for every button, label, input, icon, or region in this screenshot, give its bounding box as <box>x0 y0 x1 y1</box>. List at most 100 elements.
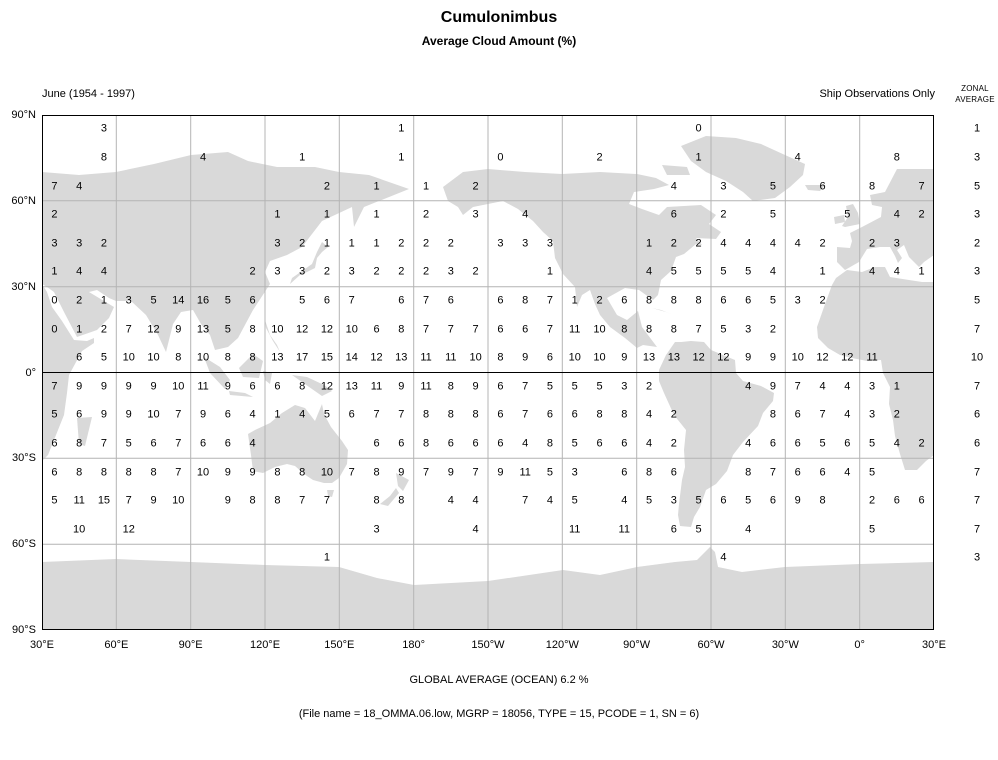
cloud-amount-value: 3 <box>76 237 83 250</box>
cloud-amount-value: 2 <box>918 208 925 221</box>
cloud-amount-value: 2 <box>868 494 876 507</box>
cloud-amount-value: 2 <box>249 265 256 278</box>
cloud-amount-value: 4 <box>794 237 801 250</box>
lon-axis-label: 180° <box>402 639 426 651</box>
lat-axis-label: 0° <box>25 366 36 379</box>
cloud-amount-value: 10 <box>147 351 160 364</box>
cloud-amount-value: 12 <box>296 323 309 336</box>
zonal-average-value: 7 <box>973 323 981 336</box>
cloud-amount-value: 9 <box>224 494 231 507</box>
cloud-amount-value: 8 <box>645 323 653 336</box>
cloud-amount-value: 10 <box>345 323 358 336</box>
cloud-amount-value: 5 <box>695 265 702 278</box>
cloud-amount-value: 6 <box>51 466 58 479</box>
period-label: June (1954 - 1997) <box>42 88 135 100</box>
cloud-amount-value: 6 <box>769 437 776 450</box>
cloud-amount-value: 7 <box>422 323 430 336</box>
cloud-amount-value: 15 <box>97 494 111 507</box>
cloud-amount-value: 8 <box>645 294 653 307</box>
cloud-amount-value: 2 <box>422 208 430 221</box>
source-note-label: Ship Observations Only <box>819 88 935 100</box>
zonal-average-value: 7 <box>973 494 981 507</box>
cloud-amount-value: 11 <box>73 494 85 507</box>
cloud-amount-value: 6 <box>522 323 529 336</box>
cloud-amount-value: 6 <box>670 523 677 536</box>
cloud-amount-value: 1 <box>398 122 405 135</box>
cloud-amount-value: 6 <box>323 294 330 307</box>
cloud-amount-value: 8 <box>76 466 83 479</box>
cloud-amount-value: 6 <box>497 408 504 421</box>
cloud-amount-value: 3 <box>546 237 553 250</box>
land-cuba <box>652 308 674 315</box>
cloud-amount-value: 14 <box>345 351 358 364</box>
cloud-amount-value: 8 <box>299 466 306 479</box>
cloud-amount-value: 7 <box>546 294 553 307</box>
zonal-average-value: 3 <box>973 151 981 164</box>
lat-axis-label: 90°N <box>11 109 36 121</box>
cloud-amount-value: 4 <box>745 380 752 393</box>
cloud-amount-value: 4 <box>546 494 553 507</box>
cloud-amount-value: 5 <box>695 494 702 507</box>
cloud-amount-value: 6 <box>249 294 256 307</box>
cloud-amount-value: 12 <box>320 380 334 393</box>
cloud-amount-value: 4 <box>720 237 727 250</box>
cloud-amount-value: 12 <box>147 323 160 336</box>
cloud-amount-value: 4 <box>76 180 83 193</box>
cloud-amount-value: 7 <box>175 437 182 450</box>
cloud-amount-value: 1 <box>398 151 405 164</box>
cloud-amount-value: 10 <box>147 408 160 421</box>
cloud-amount-value: 8 <box>621 408 628 421</box>
lon-axis-label: 150°W <box>471 639 505 651</box>
cloud-amount-value: 9 <box>125 408 132 421</box>
cloud-amount-value: 4 <box>720 551 727 564</box>
cloud-amount-value: 3 <box>274 265 281 278</box>
cloud-amount-value: 5 <box>769 294 776 307</box>
cloud-amount-value: 4 <box>249 437 256 450</box>
cloud-amount-value: 4 <box>76 265 83 278</box>
cloud-amount-value: 7 <box>299 494 306 507</box>
land-new-guinea <box>292 375 332 396</box>
cloud-amount-value: 9 <box>100 380 107 393</box>
cloud-amount-value: 8 <box>621 323 628 336</box>
land-ireland <box>834 215 845 224</box>
cloud-amount-value: 6 <box>398 294 405 307</box>
cloud-amount-value: 8 <box>398 323 405 336</box>
cloud-amount-value: 4 <box>868 265 876 278</box>
cloud-amount-value: 4 <box>844 466 851 479</box>
cloud-amount-value: 7 <box>422 466 430 479</box>
cloud-amount-value: 9 <box>100 408 107 421</box>
cloud-amount-value: 12 <box>692 351 705 364</box>
cloud-amount-value: 6 <box>546 408 553 421</box>
land-tasmania <box>327 490 334 497</box>
cloud-amount-value: 7 <box>51 180 58 193</box>
cloud-amount-value: 2 <box>670 437 677 450</box>
lon-axis-label: 30°W <box>771 639 799 651</box>
cloud-amount-value: 6 <box>447 294 454 307</box>
land-iceland <box>805 185 825 191</box>
cloud-amount-value: 5 <box>51 408 58 421</box>
cloud-amount-value: 6 <box>199 437 207 450</box>
cloud-amount-value: 6 <box>224 408 231 421</box>
zonal-average-value: 3 <box>973 551 981 564</box>
cloud-amount-value: 10 <box>196 466 210 479</box>
cloud-amount-value: 8 <box>175 351 182 364</box>
cloud-amount-value: 8 <box>422 408 430 421</box>
cloud-amount-value: 7 <box>398 408 405 421</box>
cloud-amount-value: 7 <box>472 323 479 336</box>
cloud-amount-value: 6 <box>794 466 801 479</box>
cloud-amount-value: 8 <box>398 494 405 507</box>
cloud-amount-value: 2 <box>819 294 826 307</box>
cloud-amount-value: 2 <box>398 265 405 278</box>
cloud-amount-value: 6 <box>745 294 752 307</box>
cloud-amount-value: 3 <box>125 294 132 307</box>
cloud-amount-value: 5 <box>769 208 776 221</box>
cloud-amount-value: 5 <box>745 265 752 278</box>
cloud-amount-value: 8 <box>522 294 529 307</box>
cloud-amount-value: 6 <box>546 351 553 364</box>
zonal-average-value: 7 <box>973 466 981 479</box>
cloud-amount-value: 4 <box>893 208 900 221</box>
cloud-amount-value: 9 <box>125 380 132 393</box>
cloud-amount-value: 0 <box>51 323 58 336</box>
cloud-amount-value: 8 <box>125 466 132 479</box>
cloud-amount-value: 2 <box>596 151 603 164</box>
